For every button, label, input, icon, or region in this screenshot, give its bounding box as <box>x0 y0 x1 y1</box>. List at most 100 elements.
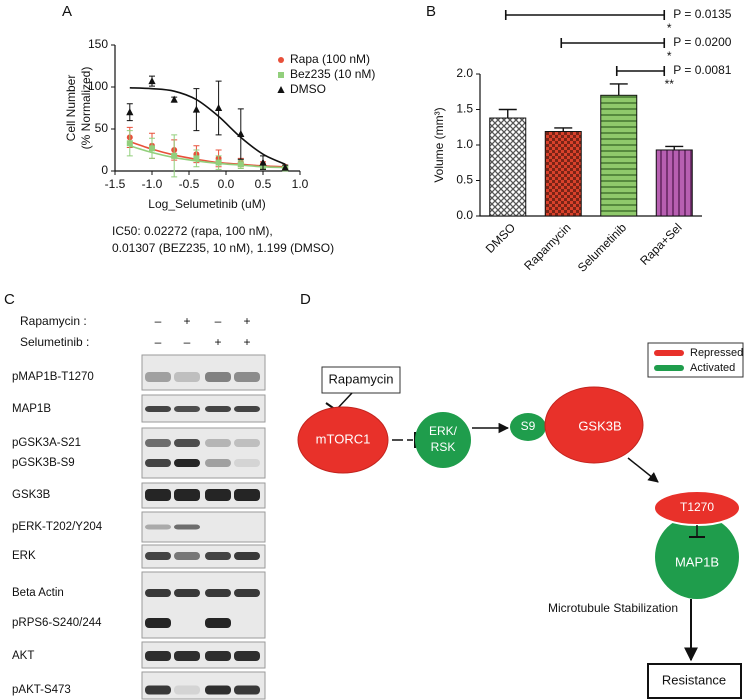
bar <box>655 149 693 217</box>
legend-swatch <box>654 365 684 371</box>
legend-label: Repressed <box>690 347 743 359</box>
node-label: RSK <box>431 440 456 454</box>
bar <box>544 131 582 217</box>
band <box>205 489 231 501</box>
band <box>234 685 260 695</box>
x-tick-label: Rapa+Sel <box>637 220 684 267</box>
point <box>281 163 289 171</box>
band <box>234 439 260 447</box>
band <box>145 439 171 447</box>
row-label: ERK <box>12 550 36 562</box>
bracket <box>560 38 666 48</box>
band <box>234 406 260 412</box>
point <box>215 159 222 166</box>
point <box>126 140 133 147</box>
x-tick-label: 0.0 <box>218 177 235 191</box>
treatment-sign: + <box>243 335 250 349</box>
x-tick-label: 1.0 <box>292 177 309 191</box>
point <box>171 152 178 159</box>
y-tick-label: 150 <box>88 37 108 51</box>
legend-marker <box>277 86 285 93</box>
treatment-sign: + <box>183 314 190 328</box>
error-bar <box>554 127 573 132</box>
panel-label: A <box>62 3 72 20</box>
y-tick-label: 100 <box>88 79 108 93</box>
panel-label: B <box>426 3 436 20</box>
x-tick-label: -1.5 <box>105 177 126 191</box>
point <box>126 108 134 116</box>
node-label: S9 <box>521 419 536 433</box>
point <box>192 105 200 113</box>
outcome-box <box>647 663 742 699</box>
bar <box>600 94 638 217</box>
legend-marker <box>278 72 284 78</box>
band <box>234 552 260 560</box>
bracket <box>504 10 666 20</box>
node <box>544 386 644 464</box>
x-tick-label: DMSO <box>483 220 518 255</box>
legend-label: Activated <box>690 362 735 374</box>
row-label: pGSK3A-S21 <box>12 437 81 449</box>
point <box>170 95 178 103</box>
point <box>237 130 245 138</box>
treatment-label: Rapamycin : <box>20 314 87 328</box>
row-label: GSK3B <box>12 489 51 501</box>
band <box>205 552 231 560</box>
significance: * <box>667 49 672 63</box>
blot-panel <box>141 354 266 391</box>
significance: ** <box>665 77 675 91</box>
band <box>174 589 200 597</box>
point <box>149 145 155 152</box>
band <box>234 372 260 382</box>
arrow <box>627 457 659 483</box>
p-value: P = 0.0081 <box>673 63 731 77</box>
band <box>234 589 260 597</box>
band <box>174 439 200 447</box>
band <box>174 489 200 501</box>
band <box>145 552 171 560</box>
band <box>145 651 171 661</box>
x-tick-label: Rapamycin <box>521 220 573 272</box>
y-tick-label: 50 <box>95 121 109 135</box>
diagram: Repressed Activated Rapamycin mTORC1 ERK… <box>297 342 744 699</box>
caption: IC50: 0.02272 (rapa, 100 nM), <box>112 224 273 238</box>
y-axis-label: Cell Number <box>64 75 78 142</box>
treatment-label: Selumetinib : <box>20 335 89 349</box>
y-tick-label: 1.0 <box>456 137 473 151</box>
point <box>237 161 244 168</box>
blot-panel <box>141 544 266 569</box>
point <box>193 155 200 162</box>
row-label: Beta Actin <box>12 587 64 599</box>
point <box>148 77 156 85</box>
band <box>145 406 171 412</box>
band <box>174 372 200 382</box>
row-label: AKT <box>12 650 34 662</box>
blot-panel <box>141 427 266 479</box>
node <box>297 406 389 474</box>
legend-swatch <box>654 350 684 356</box>
band <box>234 651 260 661</box>
legend-box <box>647 342 744 378</box>
node-label: MAP1B <box>675 554 719 569</box>
band <box>145 489 171 501</box>
y-tick-label: 1.5 <box>456 102 473 116</box>
inhibitor-label: Rapamycin <box>328 371 393 386</box>
band <box>145 685 171 695</box>
panel-label: C <box>4 291 15 308</box>
node <box>415 412 471 468</box>
band <box>174 524 200 530</box>
legend-label: DMSO <box>290 82 326 96</box>
band <box>234 489 260 501</box>
process-label: Microtubule Stabilization <box>548 601 678 615</box>
error-bar <box>498 108 517 119</box>
treatment-sign: + <box>214 335 221 349</box>
node-label: ERK/ <box>429 424 458 438</box>
treatment-sign: + <box>243 314 250 328</box>
band <box>174 685 200 695</box>
band <box>145 618 171 628</box>
blot-panel <box>141 571 266 639</box>
row-label: pERK-T202/Y204 <box>12 521 103 533</box>
inhibitor-box <box>321 366 401 394</box>
error-bar <box>665 145 684 150</box>
y-tick-label: 0 <box>101 163 108 177</box>
